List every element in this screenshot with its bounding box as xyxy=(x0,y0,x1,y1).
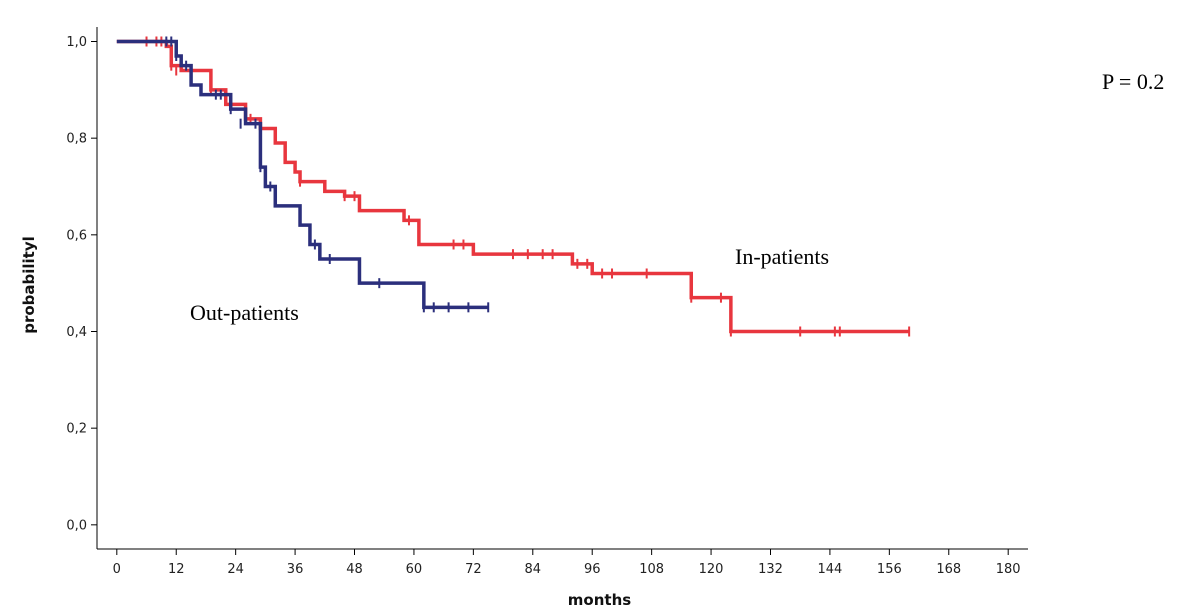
x-axis-title: months xyxy=(568,591,631,609)
x-tick-label: 12 xyxy=(168,562,185,577)
x-tick-label: 72 xyxy=(465,562,482,577)
x-ticks: 0 12 24 36 48 60 72 84 96 108 120 132 144 156 168 180 xyxy=(113,549,1021,577)
in-patients-survival-curve xyxy=(116,39,910,334)
y-ticks: 0,0 0,2 0,4 0,6 0,8 1,0 xyxy=(66,35,97,533)
x-tick-label: 84 xyxy=(525,562,542,577)
y-tick-label: 0,4 xyxy=(66,325,87,340)
y-tick-label: 0,8 xyxy=(66,132,87,147)
x-tick-label: 24 xyxy=(227,562,244,577)
y-tick-label: 0,2 xyxy=(66,422,87,437)
x-tick-label: 132 xyxy=(758,562,783,577)
out-patients-label: Out-patients xyxy=(190,300,299,325)
y-tick-label: 0,0 xyxy=(66,518,87,533)
x-tick-label: 156 xyxy=(877,562,902,577)
x-tick-label: 60 xyxy=(406,562,423,577)
y-axis-title: probabilityl xyxy=(20,236,38,334)
x-tick-label: 108 xyxy=(639,562,664,577)
in-patients-label: In-patients xyxy=(735,244,829,269)
x-tick-label: 168 xyxy=(936,562,961,577)
out-patients-survival-curve xyxy=(116,39,489,310)
x-tick-label: 96 xyxy=(584,562,601,577)
axes xyxy=(96,27,1028,550)
y-tick-label: 1,0 xyxy=(66,35,87,50)
x-tick-label: 0 xyxy=(113,562,121,577)
x-tick-label: 180 xyxy=(996,562,1021,577)
x-tick-label: 48 xyxy=(346,562,363,577)
y-tick-label: 0,6 xyxy=(66,228,87,243)
x-tick-label: 144 xyxy=(818,562,843,577)
x-tick-label: 36 xyxy=(287,562,304,577)
x-tick-label: 120 xyxy=(699,562,724,577)
series-layer xyxy=(116,36,911,337)
p-value-annotation: P = 0.2 xyxy=(1102,69,1164,94)
